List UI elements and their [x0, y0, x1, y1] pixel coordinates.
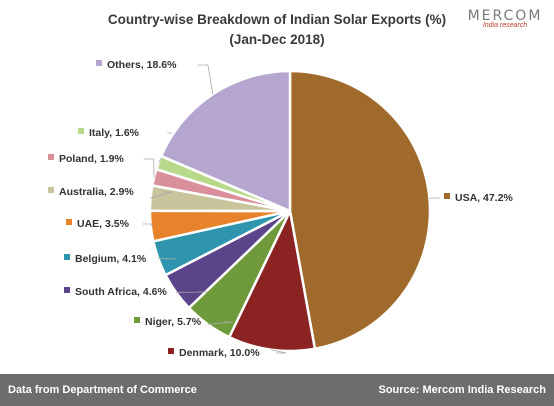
data-label: Others, 18.6%: [107, 59, 177, 71]
label-marker: [78, 128, 84, 134]
leader-line: [143, 158, 155, 178]
leader-line: [150, 191, 173, 199]
leader-line: [207, 321, 234, 325]
data-label: Denmark, 10.0%: [179, 347, 260, 359]
label-marker: [64, 287, 70, 293]
label-marker: [444, 193, 450, 199]
label-marker: [64, 254, 70, 260]
data-label: UAE, 3.5%: [77, 218, 130, 230]
data-label: South Africa, 4.6%: [75, 286, 167, 298]
brand-name: MERCOM: [467, 8, 543, 24]
leader-line: [197, 64, 214, 95]
label-marker: [48, 187, 54, 193]
data-label: Niger, 5.7%: [145, 316, 202, 328]
footer-bar: Data from Department of Commerce Source:…: [0, 374, 554, 406]
leader-line: [271, 349, 287, 354]
mercom-logo: MERCOM India research: [462, 8, 548, 29]
data-label: Poland, 1.9%: [59, 153, 124, 165]
data-label: Belgium, 4.1%: [75, 253, 147, 265]
label-marker: [168, 348, 174, 354]
brand-tagline: India research: [482, 22, 528, 29]
chart-title-block: Country-wise Breakdown of Indian Solar E…: [0, 10, 554, 50]
label-marker: [66, 219, 72, 225]
chart-subtitle: (Jan-Dec 2018): [229, 32, 325, 47]
pie-slice: [227, 206, 317, 353]
pie-slice: [159, 69, 292, 213]
data-label: Australia, 2.9%: [59, 186, 134, 198]
data-label: Italy, 1.6%: [89, 127, 140, 139]
label-marker: [96, 60, 102, 66]
pie-slice: [288, 69, 432, 351]
data-label: USA, 47.2%: [455, 192, 513, 204]
label-marker: [134, 317, 140, 323]
chart-title: Country-wise Breakdown of Indian Solar E…: [107, 12, 447, 27]
leader-line: [142, 223, 154, 227]
label-marker: [48, 154, 54, 160]
footer-source: Source: Mercom India Research: [378, 384, 546, 396]
pie-chart: USA, 47.2% Denmark, 10.0% Niger, 5.7% South…: [48, 59, 513, 359]
footer-data-note: Data from Department of Commerce: [8, 384, 197, 396]
